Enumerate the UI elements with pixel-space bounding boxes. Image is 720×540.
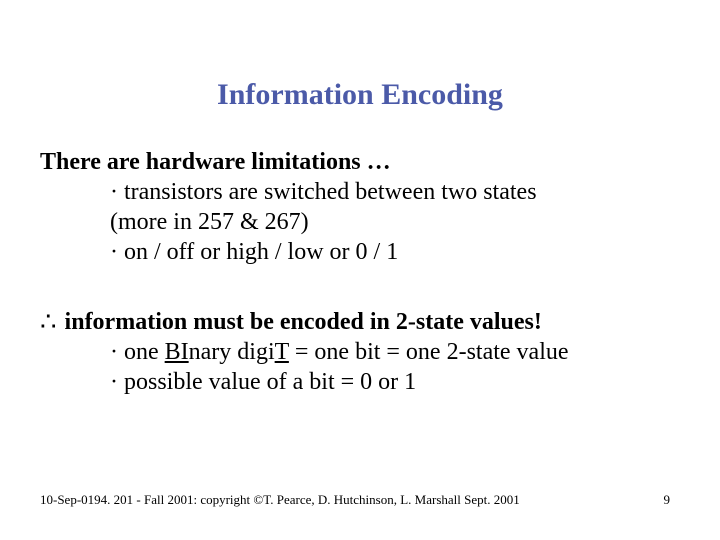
bit-suffix: = one bit = one 2-state value [289,339,569,365]
bit-mid: nary digi [189,339,275,365]
slide: Information Encoding There are hardware … [0,0,720,540]
page-number: 9 [664,492,671,508]
slide-body: There are hardware limitations … · trans… [40,147,680,397]
bit-underline-t: T [275,339,289,365]
slide-title: Information Encoding [0,78,720,112]
bullet-on-off: · on / off or high / low or 0 / 1 [110,237,680,267]
bullet-binary-digit: · one BInary digiT = one bit = one 2-sta… [110,337,680,367]
info-encoded-heading: information must be encoded in 2-state v… [65,307,542,337]
bit-prefix: · one [110,339,165,365]
bullet-transistors: · transistors are switched between two s… [110,177,680,207]
therefore-icon: ∴ [40,307,57,337]
footer-copyright: 10-Sep-0194. 201 - Fall 2001: copyright … [40,492,520,508]
bit-underline-bi: BI [165,339,189,365]
bullet-possible-values: · possible value of a bit = 0 or 1 [110,367,680,397]
hardware-limitations-heading: There are hardware limitations … [40,147,680,177]
therefore-row: ∴ information must be encoded in 2-state… [40,307,680,337]
line-more-courses: (more in 257 & 267) [110,207,680,237]
